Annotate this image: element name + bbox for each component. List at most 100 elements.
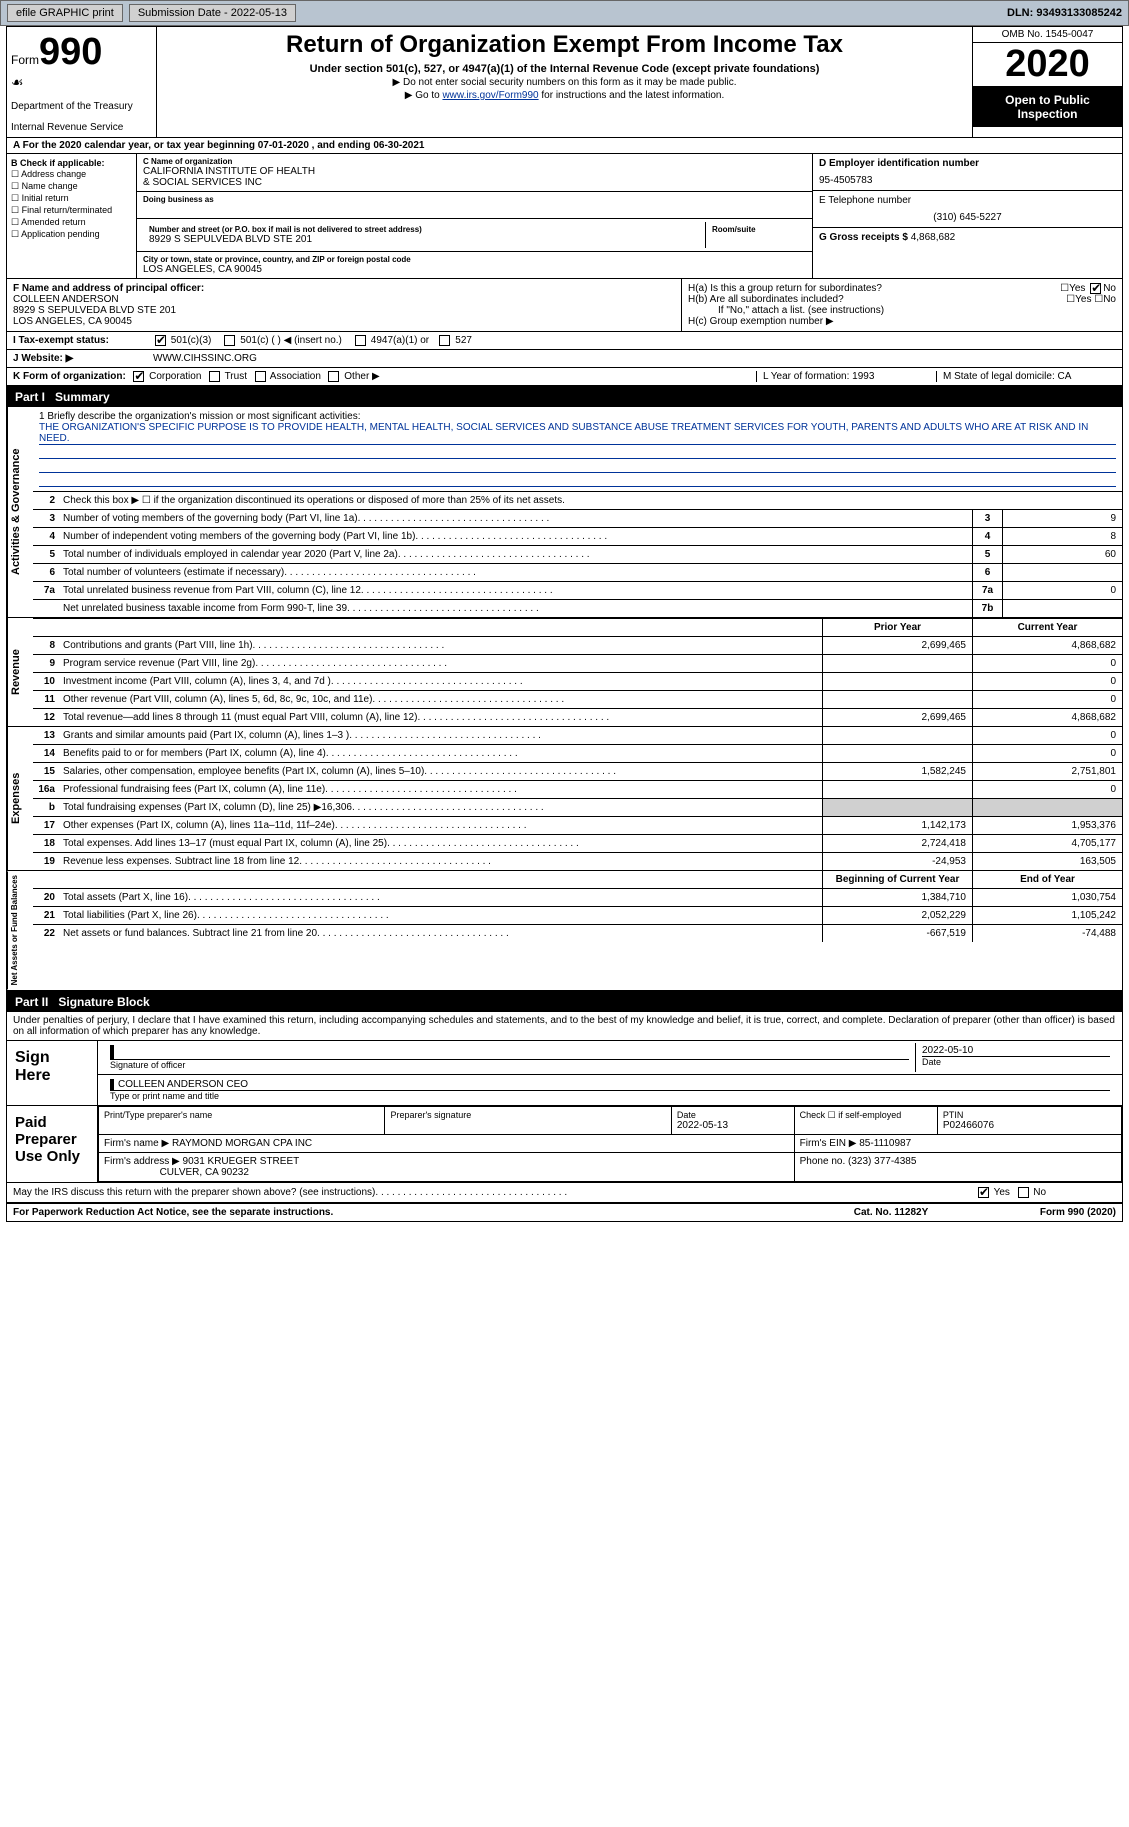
penalties-text: Under penalties of perjury, I declare th… bbox=[7, 1012, 1122, 1041]
data-line: 17Other expenses (Part IX, column (A), l… bbox=[33, 817, 1122, 835]
current-year-hdr: Current Year bbox=[972, 619, 1122, 636]
gov-line: 7aTotal unrelated business revenue from … bbox=[33, 582, 1122, 600]
irs-label: Internal Revenue Service bbox=[11, 122, 152, 133]
discuss-no[interactable] bbox=[1018, 1187, 1029, 1198]
side-netassets: Net Assets or Fund Balances bbox=[7, 871, 33, 989]
chk-final-return[interactable]: ☐ Final return/terminated bbox=[11, 205, 132, 216]
ptin-value: P02466076 bbox=[943, 1120, 1116, 1131]
k-label: K Form of organization: bbox=[13, 371, 126, 382]
chk-corp[interactable] bbox=[133, 371, 144, 382]
ha-no-check[interactable] bbox=[1090, 283, 1101, 294]
gov-line: 4Number of independent voting members of… bbox=[33, 528, 1122, 546]
open-inspection: Open to Public Inspection bbox=[973, 87, 1122, 127]
gov-line-2: 2 Check this box ▶ ☐ if the organization… bbox=[33, 492, 1122, 510]
mission-text: THE ORGANIZATION'S SPECIFIC PURPOSE IS T… bbox=[39, 422, 1116, 445]
discuss-row: May the IRS discuss this return with the… bbox=[7, 1183, 1122, 1203]
chk-other[interactable] bbox=[328, 371, 339, 382]
section-expenses: Expenses 13Grants and similar amounts pa… bbox=[7, 727, 1122, 871]
discuss-q: May the IRS discuss this return with the… bbox=[13, 1187, 375, 1198]
chk-initial-return[interactable]: ☐ Initial return bbox=[11, 193, 132, 204]
box-h: H(a) Is this a group return for subordin… bbox=[682, 279, 1122, 331]
website-value: WWW.CIHSSINC.ORG bbox=[153, 353, 1116, 364]
chk-527[interactable] bbox=[439, 335, 450, 346]
hc-label: H(c) Group exemption number ▶ bbox=[688, 316, 1116, 327]
page-footer: For Paperwork Reduction Act Notice, see … bbox=[7, 1203, 1122, 1221]
mission-block: 1 Briefly describe the organization's mi… bbox=[33, 407, 1122, 492]
org-city: LOS ANGELES, CA 90045 bbox=[143, 264, 806, 275]
phone-label: E Telephone number bbox=[819, 195, 1116, 206]
data-line: 12Total revenue—add lines 8 through 11 (… bbox=[33, 709, 1122, 726]
chk-address-change[interactable]: ☐ Address change bbox=[11, 169, 132, 180]
row-i: I Tax-exempt status: 501(c)(3) 501(c) ( … bbox=[7, 332, 1122, 350]
box-deg: D Employer identification number 95-4505… bbox=[812, 154, 1122, 278]
efile-button[interactable]: efile GRAPHIC print bbox=[7, 4, 123, 22]
chk-501c[interactable] bbox=[224, 335, 235, 346]
firm-name-label: Firm's name ▶ bbox=[104, 1138, 169, 1149]
chk-name-change[interactable]: ☐ Name change bbox=[11, 181, 132, 192]
sign-here-label: Sign Here bbox=[7, 1041, 97, 1105]
note-link: ▶ Go to www.irs.gov/Form990 for instruct… bbox=[165, 90, 964, 101]
chk-trust[interactable] bbox=[209, 371, 220, 382]
data-line: bTotal fundraising expenses (Part IX, co… bbox=[33, 799, 1122, 817]
firm-addr1: 9031 KRUEGER STREET bbox=[183, 1156, 300, 1167]
f-label: F Name and address of principal officer: bbox=[13, 283, 675, 294]
form-number: 990 bbox=[39, 31, 102, 73]
gross-value: 4,868,682 bbox=[911, 232, 956, 243]
firm-ein: 85-1110987 bbox=[859, 1138, 911, 1149]
chk-assoc[interactable] bbox=[255, 371, 266, 382]
firm-phone: (323) 377-4385 bbox=[848, 1156, 916, 1167]
hb-label: H(b) Are all subordinates included? bbox=[688, 294, 1066, 305]
part2-header: Part II Signature Block bbox=[7, 992, 1122, 1012]
chk-pending[interactable]: ☐ Application pending bbox=[11, 229, 132, 240]
submission-date-button[interactable]: Submission Date - 2022-05-13 bbox=[129, 4, 296, 22]
c-name-label: C Name of organization bbox=[143, 157, 806, 166]
box-b-title: B Check if applicable: bbox=[11, 158, 132, 168]
data-line: 15Salaries, other compensation, employee… bbox=[33, 763, 1122, 781]
data-line: 10Investment income (Part VIII, column (… bbox=[33, 673, 1122, 691]
sign-date: 2022-05-10 bbox=[922, 1045, 1110, 1056]
data-line: 9Program service revenue (Part VIII, lin… bbox=[33, 655, 1122, 673]
gov-line: 3Number of voting members of the governi… bbox=[33, 510, 1122, 528]
form-header: Form990 ☙ Department of the Treasury Int… bbox=[7, 27, 1122, 138]
part2-title: Signature Block bbox=[58, 995, 149, 1009]
na-begin-hdr: Beginning of Current Year bbox=[822, 871, 972, 888]
dept-label: Department of the Treasury bbox=[11, 101, 152, 112]
org-name-1: CALIFORNIA INSTITUTE OF HEALTH bbox=[143, 166, 806, 177]
form-subtitle: Under section 501(c), 527, or 4947(a)(1)… bbox=[165, 63, 964, 75]
gov-line: Net unrelated business taxable income fr… bbox=[33, 600, 1122, 617]
city-label: City or town, state or province, country… bbox=[143, 255, 806, 264]
box-b: B Check if applicable: ☐ Address change … bbox=[7, 154, 137, 278]
firm-phone-label: Phone no. bbox=[800, 1156, 846, 1167]
dln-label: DLN: 93493133085242 bbox=[1007, 7, 1122, 19]
side-expenses: Expenses bbox=[7, 727, 33, 870]
block-bcdeg: B Check if applicable: ☐ Address change … bbox=[7, 154, 1122, 279]
line-a: A For the 2020 calendar year, or tax yea… bbox=[7, 138, 1122, 154]
ein-label: D Employer identification number bbox=[819, 158, 1116, 169]
chk-501c3[interactable] bbox=[155, 335, 166, 346]
part1-title: Summary bbox=[55, 390, 110, 404]
officer-addr2: LOS ANGELES, CA 90045 bbox=[13, 316, 675, 327]
ha-label: H(a) Is this a group return for subordin… bbox=[688, 283, 1060, 294]
preparer-block: Paid Preparer Use Only Print/Type prepar… bbox=[7, 1106, 1122, 1183]
chk-amended[interactable]: ☐ Amended return bbox=[11, 217, 132, 228]
col-header-row: Prior Year Current Year bbox=[33, 618, 1122, 637]
side-revenue: Revenue bbox=[7, 618, 33, 726]
irs-link[interactable]: www.irs.gov/Form990 bbox=[442, 90, 538, 101]
mission-q: 1 Briefly describe the organization's mi… bbox=[39, 411, 1116, 422]
ein-value: 95-4505783 bbox=[819, 175, 1116, 186]
part1-no: Part I bbox=[15, 390, 45, 404]
note2-post: for instructions and the latest informat… bbox=[539, 90, 725, 101]
paperwork-notice: For Paperwork Reduction Act Notice, see … bbox=[13, 1207, 816, 1218]
firm-addr2: CULVER, CA 90232 bbox=[160, 1167, 249, 1178]
gov-line: 6Total number of volunteers (estimate if… bbox=[33, 564, 1122, 582]
data-line: 22Net assets or fund balances. Subtract … bbox=[33, 925, 1122, 942]
form-footer: Form 990 (2020) bbox=[966, 1207, 1116, 1218]
chk-4947[interactable] bbox=[355, 335, 366, 346]
gov-line: 5Total number of individuals employed in… bbox=[33, 546, 1122, 564]
org-address: 8929 S SEPULVEDA BLVD STE 201 bbox=[149, 234, 699, 245]
discuss-yes[interactable] bbox=[978, 1187, 989, 1198]
tax-year: 2020 bbox=[973, 43, 1122, 87]
prep-date-label: Date bbox=[677, 1110, 789, 1120]
officer-typed-name: COLLEEN ANDERSON CEO bbox=[110, 1079, 1110, 1090]
hb-note: If "No," attach a list. (see instruction… bbox=[688, 305, 1116, 316]
